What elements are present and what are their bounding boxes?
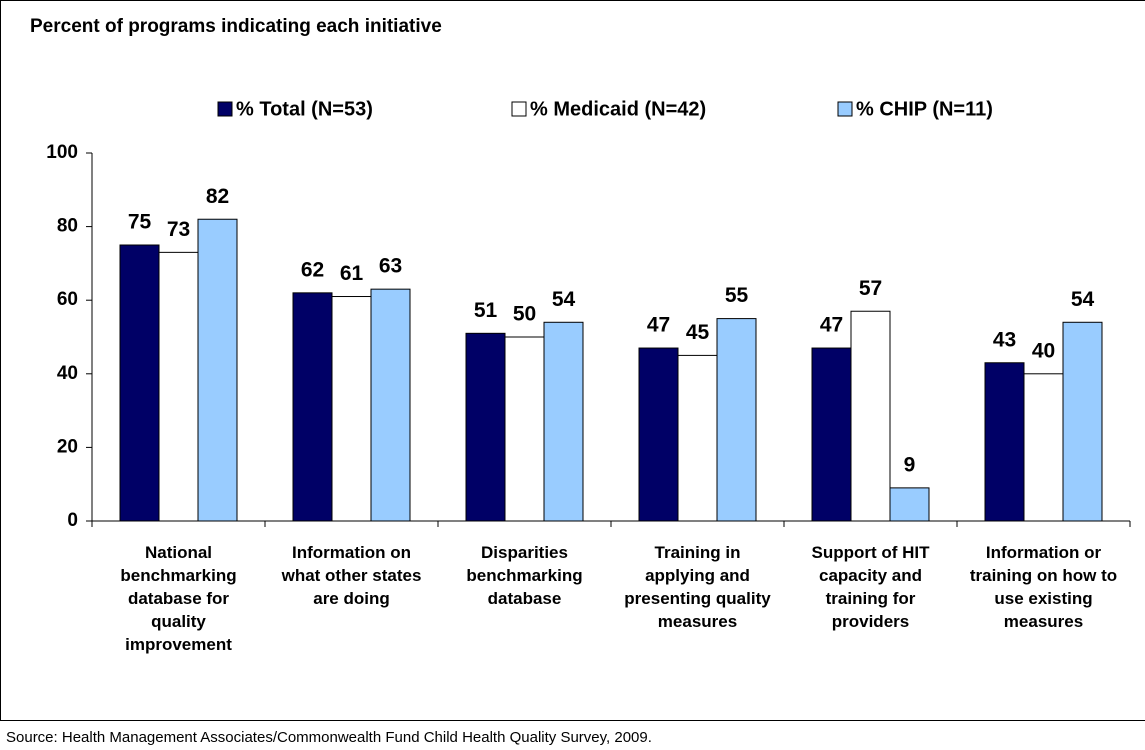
frame — [0, 0, 1145, 721]
data-label: 55 — [725, 284, 749, 307]
x-tick-label: Information on what other states are doi… — [281, 543, 422, 608]
bar — [1062, 321, 1103, 522]
data-label: 9 — [904, 453, 916, 476]
bar — [811, 347, 852, 522]
bar — [889, 487, 930, 522]
bar — [331, 296, 372, 522]
data-label: 62 — [301, 258, 324, 281]
data-label: 47 — [647, 314, 670, 337]
data-label: 50 — [513, 303, 536, 326]
y-tick-label: 0 — [67, 510, 78, 531]
data-label: 73 — [167, 218, 190, 241]
y-tick-label: 20 — [57, 436, 78, 457]
y-tick-label: 60 — [57, 289, 78, 310]
legend-label: % Total (N=53) — [236, 98, 373, 120]
y-tick-label: 80 — [57, 216, 78, 237]
data-label: 61 — [340, 262, 364, 285]
data-label: 75 — [128, 211, 152, 234]
data-label: 54 — [1071, 288, 1095, 311]
x-tick-label: Training in applying and presenting qual… — [624, 543, 771, 631]
legend-swatch — [837, 101, 853, 117]
legend-swatch — [511, 101, 527, 117]
bar — [197, 218, 238, 522]
data-label: 43 — [993, 328, 1016, 351]
source-note: Source: Health Management Associates/Com… — [6, 729, 652, 746]
bar — [504, 336, 545, 522]
x-tick-label: Information or training on how to use ex… — [969, 543, 1118, 631]
bar — [465, 332, 506, 522]
x-tick-label: Disparities benchmarking database — [466, 543, 583, 608]
bar — [543, 321, 584, 522]
y-tick-label: 40 — [57, 363, 78, 384]
data-label: 45 — [686, 321, 710, 344]
y-tick-label: 100 — [46, 142, 78, 163]
data-label: 40 — [1032, 339, 1055, 362]
bar — [716, 318, 757, 522]
bar — [677, 354, 718, 522]
bar — [638, 347, 679, 522]
bar — [984, 362, 1025, 522]
bar — [158, 251, 199, 522]
bar — [292, 292, 333, 522]
data-label: 63 — [379, 255, 402, 278]
x-tick-label: National benchmarking database for quali… — [120, 543, 237, 654]
data-label: 54 — [552, 288, 576, 311]
bar — [119, 244, 160, 522]
legend-swatch — [217, 101, 233, 117]
data-label: 47 — [820, 314, 843, 337]
data-label: 51 — [474, 299, 498, 322]
legend-label: % Medicaid (N=42) — [530, 98, 706, 120]
data-label: 82 — [206, 185, 229, 208]
bar — [370, 288, 411, 522]
bar — [1023, 373, 1064, 522]
x-tick-label: Support of HIT capacity and training for… — [811, 543, 930, 631]
bar — [850, 310, 891, 522]
chart-title: Percent of programs indicating each init… — [30, 16, 442, 37]
legend-label: % CHIP (N=11) — [856, 98, 993, 120]
data-label: 57 — [859, 277, 882, 300]
